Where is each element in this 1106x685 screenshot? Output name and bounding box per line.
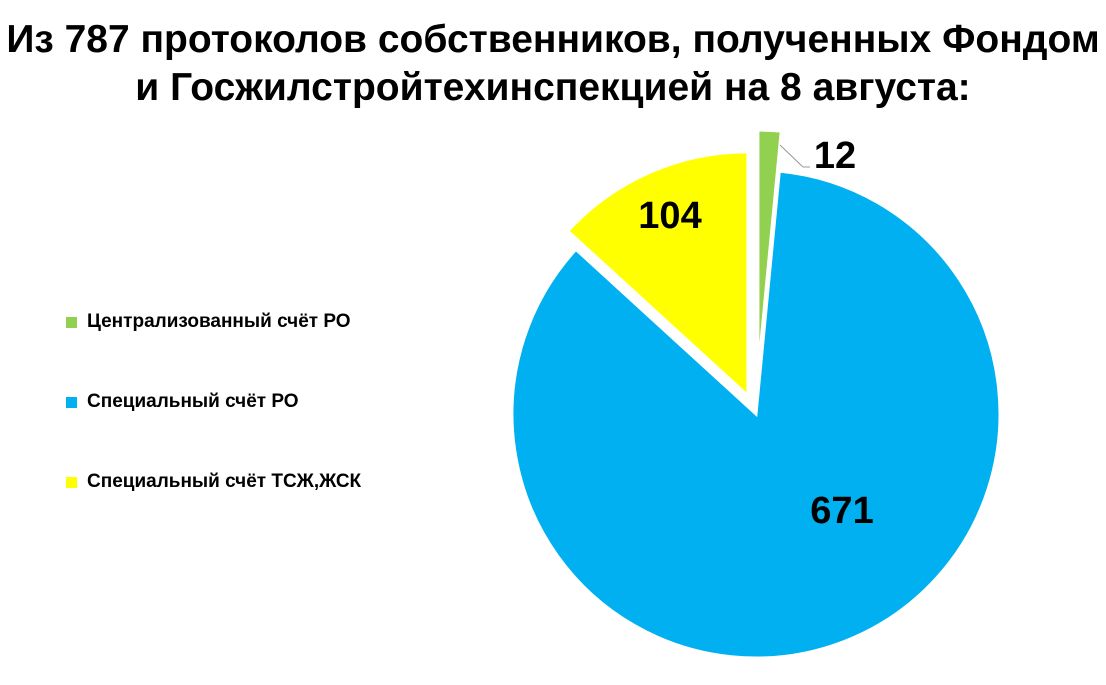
legend-swatch bbox=[66, 396, 77, 408]
legend-label: Специальный счёт ТСЖ,ЖСК bbox=[87, 471, 362, 492]
leader-line-12 bbox=[779, 144, 804, 168]
slice-data-label: 671 bbox=[810, 490, 873, 532]
chart-title: Из 787 протоколов собственников, получен… bbox=[6, 18, 1100, 109]
legend-item-special-tszh: Специальный счёт ТСЖ,ЖСК bbox=[66, 442, 361, 522]
pie-slice bbox=[756, 128, 783, 375]
legend-item-special-ro: Специальный счёт РО bbox=[66, 362, 361, 442]
legend-swatch bbox=[66, 476, 77, 488]
pie-slice bbox=[510, 169, 1002, 660]
legend-label: Специальный счёт РО bbox=[87, 391, 299, 412]
legend: Централизованный счёт РО Специальный счё… bbox=[66, 282, 361, 522]
slice-data-label: 104 bbox=[638, 195, 701, 237]
legend-item-centralized: Централизованный счёт РО bbox=[66, 282, 361, 362]
legend-swatch bbox=[66, 316, 77, 328]
legend-label: Централизованный счёт РО bbox=[87, 311, 351, 332]
slice-data-label: 12 bbox=[814, 135, 856, 177]
pie-slice bbox=[565, 150, 750, 400]
